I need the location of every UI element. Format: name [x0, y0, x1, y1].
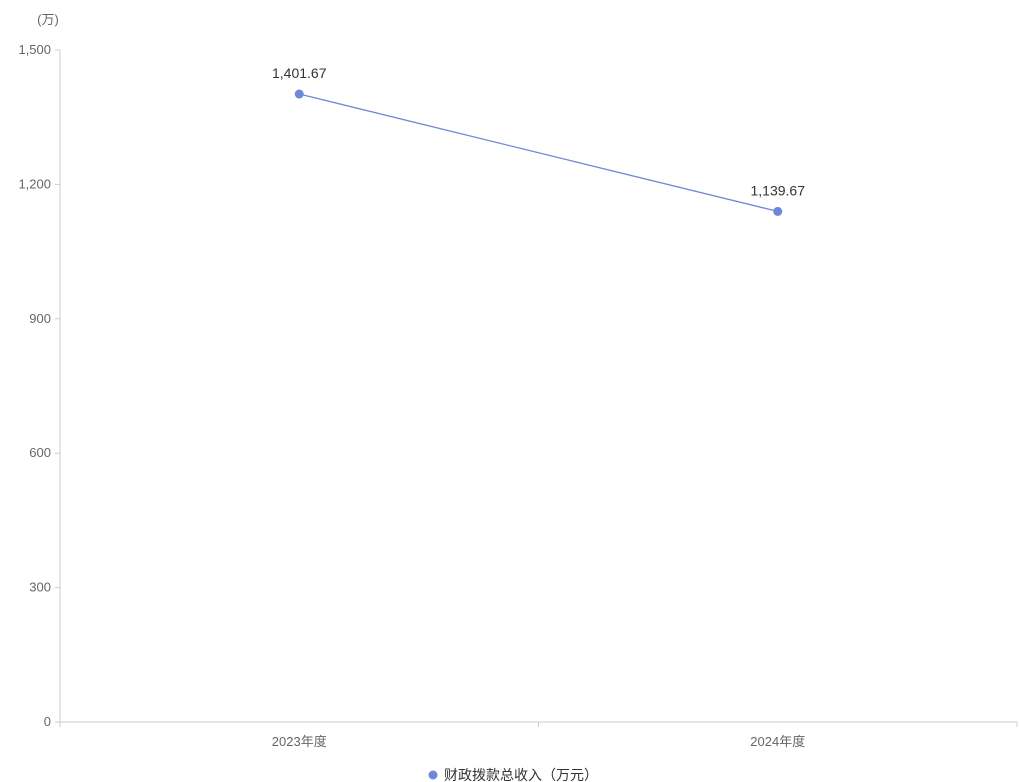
data-point [294, 89, 304, 99]
y-axis-ticks: 0 300 600 900 1,200 1,500 [18, 42, 60, 729]
y-tick-label: 300 [29, 580, 51, 595]
y-tick-label: 0 [44, 714, 51, 729]
legend-marker [428, 770, 438, 780]
x-tick-label: 2023年度 [272, 734, 327, 749]
series-line [299, 93, 778, 213]
series-layer: 1,401.67 1,139.67 [272, 65, 805, 216]
x-tick-label: 2024年度 [750, 734, 805, 749]
legend[interactable]: 财政拨款总收入（万元） [428, 767, 599, 782]
y-tick-label: 1,200 [18, 176, 51, 191]
data-point [773, 206, 783, 216]
y-tick-label: 1,500 [18, 42, 51, 57]
x-axis-ticks: 2023年度 2024年度 [59, 722, 1018, 749]
y-axis-unit-label: (万) [37, 12, 59, 27]
y-tick-label: 900 [29, 311, 51, 326]
data-label: 1,139.67 [751, 182, 806, 198]
legend-label: 财政拨款总收入（万元） [444, 767, 598, 782]
y-tick-label: 600 [29, 445, 51, 460]
data-label: 1,401.67 [272, 65, 327, 81]
